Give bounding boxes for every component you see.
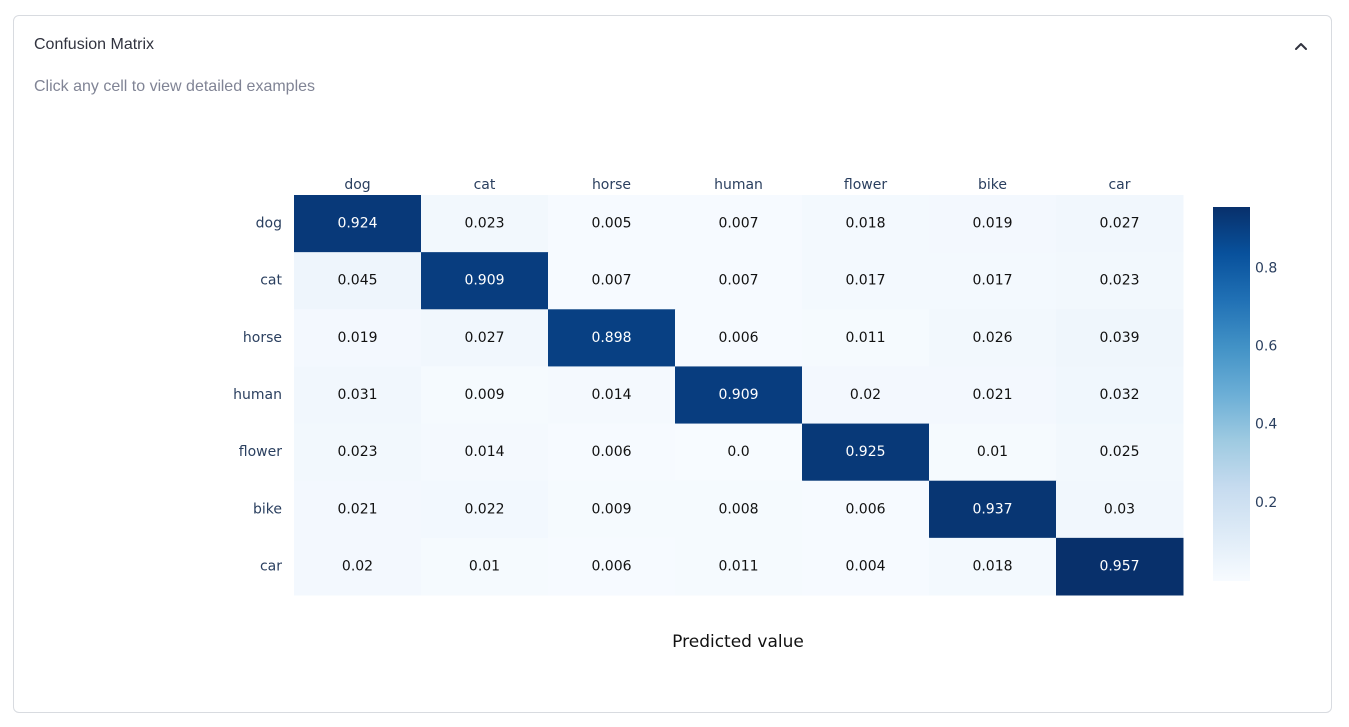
heatmap-cell-dog-flower[interactable] bbox=[802, 195, 930, 253]
heatmap-cell-flower-car[interactable] bbox=[1056, 423, 1184, 482]
heatmap-cell-horse-bike[interactable] bbox=[929, 309, 1057, 367]
heatmap-cell-human-dog[interactable] bbox=[294, 366, 422, 425]
y-tick-label: bike bbox=[253, 501, 282, 517]
y-tick-label: cat bbox=[260, 273, 282, 289]
heatmap-cell-flower-horse[interactable] bbox=[548, 423, 676, 482]
heatmap-cell-horse-horse[interactable] bbox=[548, 309, 676, 367]
y-tick-label: horse bbox=[243, 330, 282, 346]
heatmap-cell-flower-cat[interactable] bbox=[421, 423, 549, 482]
heatmap-cell-human-human[interactable] bbox=[675, 366, 803, 425]
heatmap-cell-cat-car[interactable] bbox=[1056, 252, 1184, 310]
heatmap-cell-bike-dog[interactable] bbox=[294, 480, 422, 539]
heatmap-cell-car-cat[interactable] bbox=[421, 537, 549, 596]
heatmap-cell-horse-human[interactable] bbox=[675, 309, 803, 367]
heatmap-cell-human-flower[interactable] bbox=[802, 366, 930, 425]
x-axis-title: Predicted value bbox=[672, 632, 804, 652]
chevron-up-icon bbox=[1295, 43, 1307, 50]
heatmap-cell-human-car[interactable] bbox=[1056, 366, 1184, 425]
heatmap-cell-flower-human[interactable] bbox=[675, 423, 803, 482]
collapse-button[interactable] bbox=[1289, 34, 1313, 58]
heatmap-cell-bike-human[interactable] bbox=[675, 480, 803, 539]
y-tick-label: car bbox=[260, 558, 282, 574]
heatmap-cell-horse-dog[interactable] bbox=[294, 309, 422, 367]
colorbar-tick-label: 0.4 bbox=[1255, 417, 1277, 433]
heatmap-cell-cat-human[interactable] bbox=[675, 252, 803, 310]
panel-title: Confusion Matrix bbox=[34, 36, 155, 53]
heatmap-cell-bike-horse[interactable] bbox=[548, 480, 676, 539]
colorbar-tick-label: 0.6 bbox=[1255, 339, 1277, 355]
y-tick-label: human bbox=[233, 387, 282, 403]
x-tick-label: cat bbox=[474, 177, 496, 193]
heatmap-cell-human-horse[interactable] bbox=[548, 366, 676, 425]
y-tick-label: dog bbox=[256, 216, 282, 232]
y-tick-label: flower bbox=[239, 444, 282, 460]
x-tick-label: horse bbox=[592, 177, 631, 193]
heatmap-cell-dog-dog[interactable] bbox=[294, 195, 422, 253]
heatmap-cell-dog-horse[interactable] bbox=[548, 195, 676, 253]
heatmap-cell-dog-bike[interactable] bbox=[929, 195, 1057, 253]
heatmap-cell-cat-cat[interactable] bbox=[421, 252, 549, 310]
heatmap-cell-bike-cat[interactable] bbox=[421, 480, 549, 539]
heatmap-cell-dog-cat[interactable] bbox=[421, 195, 549, 253]
heatmap-cell-flower-bike[interactable] bbox=[929, 423, 1057, 482]
colorbar-tick-label: 0.2 bbox=[1255, 495, 1277, 511]
heatmap-cell-cat-bike[interactable] bbox=[929, 252, 1057, 310]
heatmap-cell-bike-bike[interactable] bbox=[929, 480, 1057, 539]
heatmap-cell-dog-car[interactable] bbox=[1056, 195, 1184, 253]
panel-subtitle: Click any cell to view detailed examples bbox=[34, 78, 316, 95]
heatmap-cell-car-horse[interactable] bbox=[548, 537, 676, 596]
heatmap-cell-bike-flower[interactable] bbox=[802, 480, 930, 539]
heatmap-cell-horse-car[interactable] bbox=[1056, 309, 1184, 367]
heatmap-cell-cat-dog[interactable] bbox=[294, 252, 422, 310]
x-tick-label: dog bbox=[344, 177, 370, 193]
x-tick-label: car bbox=[1108, 177, 1130, 193]
heatmap-cell-car-dog[interactable] bbox=[294, 537, 422, 596]
heatmap-cell-car-car[interactable] bbox=[1056, 537, 1184, 596]
heatmap-cell-horse-cat[interactable] bbox=[421, 309, 549, 367]
heatmap-cell-dog-human[interactable] bbox=[675, 195, 803, 253]
heatmap-cell-human-bike[interactable] bbox=[929, 366, 1057, 425]
heatmap-cell-bike-car[interactable] bbox=[1056, 480, 1184, 539]
colorbar-tick-label: 0.8 bbox=[1255, 260, 1277, 276]
heatmap-cell-human-cat[interactable] bbox=[421, 366, 549, 425]
heatmap-cell-flower-flower[interactable] bbox=[802, 423, 930, 482]
heatmap-cell-flower-dog[interactable] bbox=[294, 423, 422, 482]
x-tick-label: human bbox=[714, 177, 763, 193]
colorbar bbox=[1213, 207, 1250, 581]
x-tick-label: flower bbox=[844, 177, 887, 193]
heatmap-cell-cat-horse[interactable] bbox=[548, 252, 676, 310]
heatmap-cell-horse-flower[interactable] bbox=[802, 309, 930, 367]
heatmap-cell-car-flower[interactable] bbox=[802, 537, 930, 596]
heatmap-cell-car-human[interactable] bbox=[675, 537, 803, 596]
heatmap-cell-cat-flower[interactable] bbox=[802, 252, 930, 310]
heatmap-cell-car-bike[interactable] bbox=[929, 537, 1057, 596]
x-tick-label: bike bbox=[978, 177, 1007, 193]
